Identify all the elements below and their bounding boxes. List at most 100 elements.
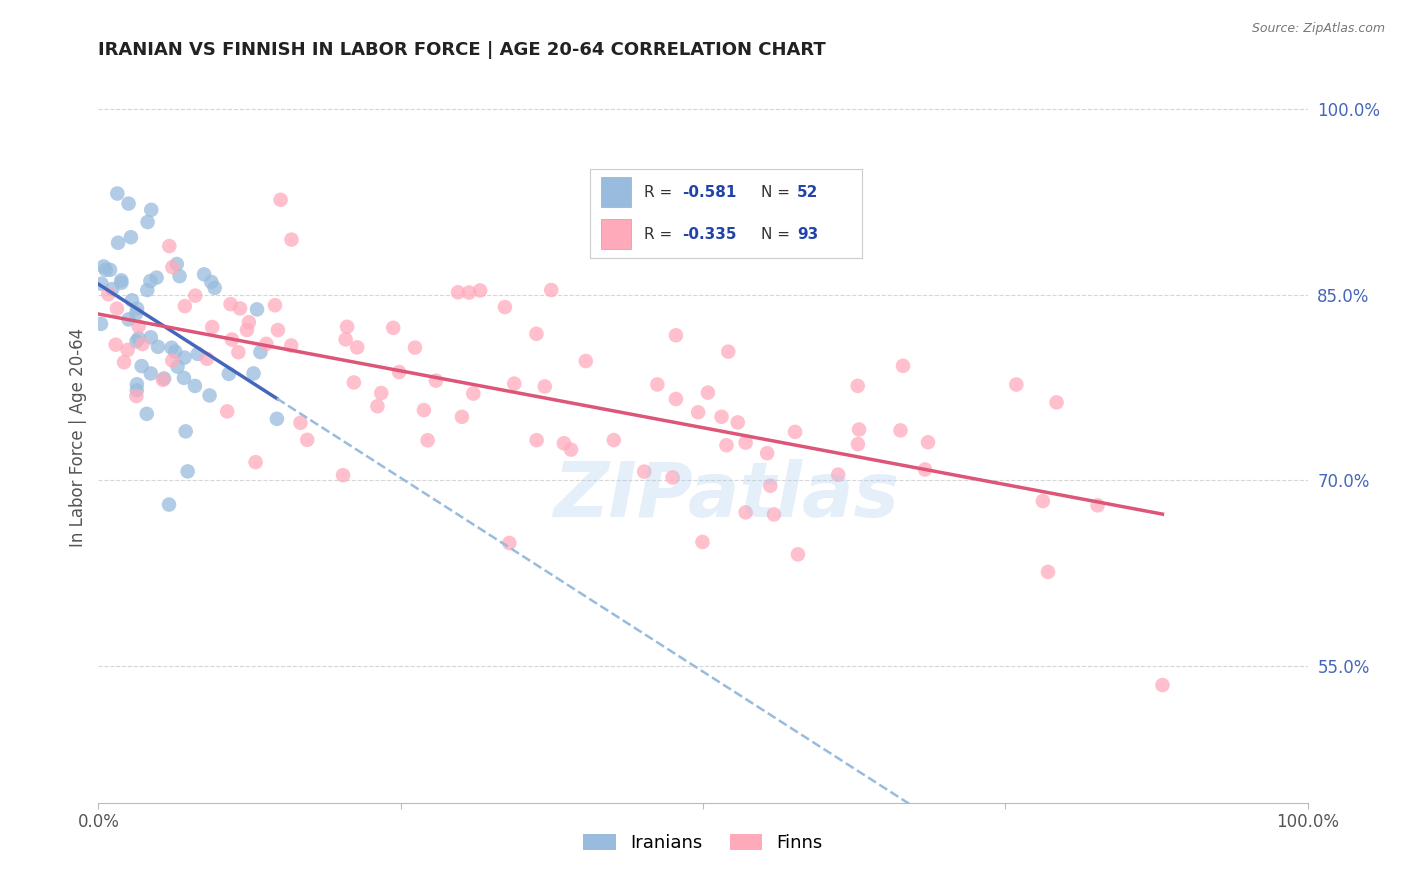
Point bbox=[526, 433, 548, 447]
Point bbox=[382, 321, 405, 335]
Point bbox=[187, 347, 209, 361]
Point bbox=[468, 284, 491, 298]
Text: N =: N = bbox=[762, 227, 796, 242]
Point bbox=[200, 275, 222, 289]
Point bbox=[146, 340, 169, 354]
Point bbox=[783, 425, 806, 439]
Point bbox=[710, 409, 733, 424]
Point bbox=[540, 283, 562, 297]
Point bbox=[139, 330, 162, 344]
Text: 93: 93 bbox=[797, 227, 818, 242]
Point bbox=[165, 344, 187, 359]
Point bbox=[734, 505, 756, 519]
Point bbox=[173, 371, 195, 385]
Point bbox=[267, 323, 290, 337]
Point bbox=[169, 269, 191, 284]
Point bbox=[914, 462, 936, 476]
Point bbox=[692, 535, 714, 549]
Point bbox=[245, 455, 267, 469]
Point bbox=[152, 373, 174, 387]
Point bbox=[560, 442, 582, 457]
Point bbox=[176, 464, 198, 478]
Text: ZIPatlas: ZIPatlas bbox=[554, 458, 900, 533]
Point bbox=[688, 405, 710, 419]
Point bbox=[246, 302, 269, 317]
Text: Source: ZipAtlas.com: Source: ZipAtlas.com bbox=[1251, 22, 1385, 36]
Point bbox=[160, 341, 183, 355]
Point bbox=[166, 359, 188, 374]
Point bbox=[174, 425, 197, 439]
Point bbox=[734, 435, 756, 450]
Point bbox=[633, 465, 655, 479]
Point bbox=[125, 384, 148, 398]
Point bbox=[162, 260, 184, 275]
Point bbox=[716, 438, 738, 452]
Point bbox=[125, 306, 148, 320]
Text: -0.581: -0.581 bbox=[682, 186, 737, 201]
Point bbox=[846, 379, 869, 393]
Point bbox=[184, 379, 207, 393]
Point bbox=[280, 338, 302, 352]
Point bbox=[366, 399, 388, 413]
Point bbox=[280, 233, 302, 247]
Point bbox=[166, 257, 188, 271]
Point bbox=[136, 215, 159, 229]
Point bbox=[217, 404, 239, 418]
Point bbox=[97, 287, 120, 301]
Point bbox=[889, 423, 911, 437]
Point bbox=[647, 377, 669, 392]
Point bbox=[193, 268, 215, 282]
Point bbox=[526, 326, 548, 341]
Point bbox=[107, 235, 129, 250]
Point bbox=[759, 479, 782, 493]
Point bbox=[762, 508, 785, 522]
Point bbox=[117, 343, 139, 357]
Point bbox=[90, 277, 112, 291]
Point bbox=[575, 354, 598, 368]
Point bbox=[93, 260, 115, 274]
Point bbox=[1045, 395, 1067, 409]
Text: N =: N = bbox=[762, 186, 796, 201]
Point bbox=[125, 389, 148, 403]
Point bbox=[370, 386, 392, 401]
Point bbox=[756, 446, 779, 460]
Point bbox=[238, 315, 260, 329]
Point bbox=[727, 416, 749, 430]
Point bbox=[145, 270, 167, 285]
Point bbox=[128, 319, 150, 334]
Point bbox=[104, 337, 127, 351]
Point bbox=[121, 293, 143, 308]
Point bbox=[332, 468, 354, 483]
Point bbox=[153, 371, 176, 385]
Point bbox=[249, 345, 271, 359]
Point bbox=[498, 536, 520, 550]
Point bbox=[125, 377, 148, 392]
Y-axis label: In Labor Force | Age 20-64: In Labor Force | Age 20-64 bbox=[69, 327, 87, 547]
Point bbox=[404, 341, 426, 355]
Point bbox=[665, 392, 688, 406]
Point bbox=[136, 283, 159, 297]
Point bbox=[105, 301, 128, 316]
Point bbox=[425, 374, 447, 388]
Point bbox=[412, 403, 434, 417]
FancyBboxPatch shape bbox=[600, 219, 631, 249]
Point bbox=[139, 367, 162, 381]
Point bbox=[1152, 678, 1174, 692]
Point bbox=[219, 297, 242, 311]
Point bbox=[218, 367, 240, 381]
Point bbox=[343, 376, 366, 390]
Point bbox=[110, 276, 132, 290]
Point bbox=[90, 317, 112, 331]
Point bbox=[346, 340, 368, 354]
Point bbox=[204, 281, 226, 295]
Point bbox=[335, 333, 357, 347]
Point bbox=[388, 365, 411, 379]
Point bbox=[101, 282, 124, 296]
Point bbox=[157, 498, 180, 512]
Point bbox=[603, 433, 626, 447]
Point bbox=[242, 367, 264, 381]
Point bbox=[416, 434, 439, 448]
Text: 52: 52 bbox=[797, 186, 818, 201]
Text: -0.335: -0.335 bbox=[682, 227, 737, 242]
Point bbox=[112, 355, 135, 369]
